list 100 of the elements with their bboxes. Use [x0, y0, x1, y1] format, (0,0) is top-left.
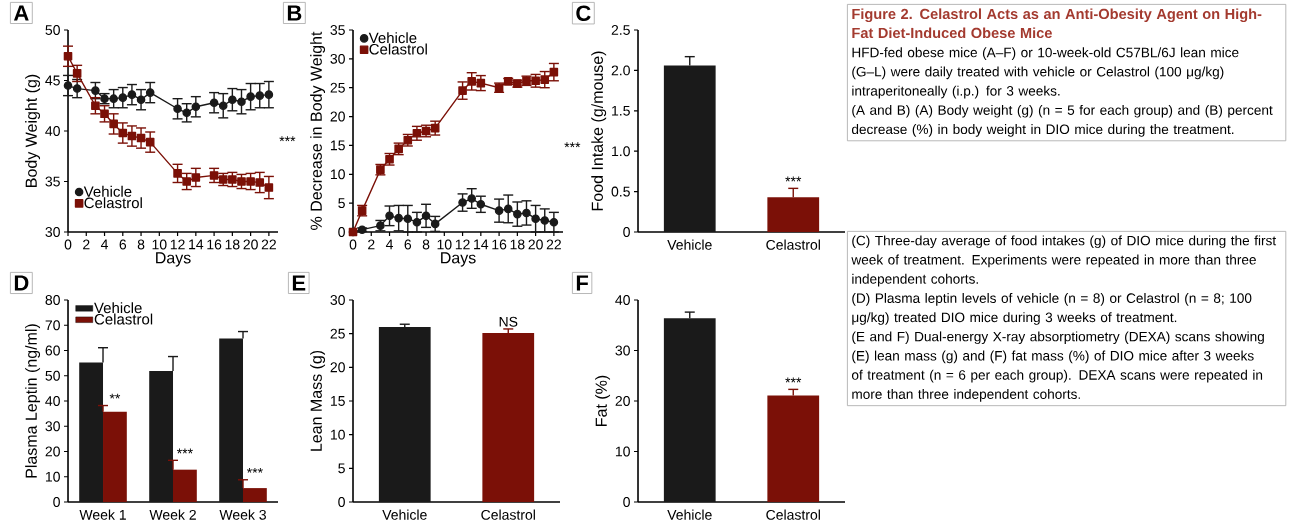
y-tick-label: 35: [45, 176, 60, 187]
y-tick-label: 1.0: [612, 146, 630, 157]
point: [127, 90, 137, 99]
x-tick-label: Celastrol: [766, 509, 820, 520]
y-axis-title: % Decrease in Body Weight: [310, 31, 326, 230]
x-tick-label: 18: [225, 239, 240, 250]
y-tick-label: 80: [45, 295, 60, 305]
point: [458, 86, 467, 95]
x-tick-label: 12: [455, 239, 470, 250]
y-tick-label: 25: [330, 328, 345, 339]
x-axis-title: Days: [156, 252, 191, 267]
point: [228, 95, 237, 104]
point: [63, 81, 73, 90]
y-axis-title: Plasma Leptin (ng/ml): [25, 324, 41, 478]
y-tick-label: 20: [615, 396, 630, 406]
y-tick-label: 10: [45, 471, 60, 482]
point: [218, 101, 228, 111]
point: [173, 169, 182, 178]
y-tick-label: 10: [330, 429, 345, 440]
point: [182, 108, 192, 118]
x-tick-label: 2: [368, 239, 375, 250]
y-axis-title: Lean Mass (g): [310, 350, 326, 451]
x-tick-label: 6: [119, 239, 127, 250]
x-tick-label: 6: [404, 239, 412, 250]
point: [182, 177, 192, 186]
point: [118, 93, 128, 102]
x-tick-label: 22: [261, 239, 276, 250]
point: [228, 175, 237, 184]
point: [403, 214, 413, 224]
y-tick-label: 15: [330, 396, 345, 406]
y-tick-label: 60: [45, 345, 60, 356]
chart-title: C: [576, 5, 591, 21]
y-tick-label: 10: [615, 446, 630, 457]
point: [522, 208, 531, 218]
y-tick-label: 70: [45, 320, 60, 331]
y-tick-label: 0: [338, 497, 345, 507]
y-tick-label: 25: [330, 82, 345, 93]
y-tick-label: 45: [45, 75, 60, 86]
x-tick-label: Week 2: [149, 509, 196, 520]
x-tick-label: 14: [474, 239, 489, 250]
point: [91, 86, 100, 95]
point: [394, 213, 403, 223]
point: [412, 129, 422, 138]
point: [540, 216, 550, 225]
y-tick-label: 15: [330, 140, 345, 151]
y-tick-label: 20: [45, 446, 60, 457]
point: [100, 109, 109, 119]
text: Figure 2. Celastrol Acts as an Anti-Obesity Agent on High-Fat Diet-Induced Obese Mice: [852, 8, 1262, 39]
point: [209, 171, 219, 180]
y-tick-label: 30: [615, 345, 630, 356]
x-tick-label: 14: [189, 239, 204, 250]
legend-label: Vehicle: [83, 185, 132, 197]
y-axis-title: Fat (%): [595, 375, 611, 426]
text: ***: [564, 142, 581, 148]
y-tick-label: 30: [330, 53, 345, 64]
x-tick-label: Vehicle: [667, 239, 712, 250]
point: [503, 204, 513, 214]
point: [255, 91, 265, 100]
point: [467, 194, 476, 203]
point: [209, 98, 219, 108]
point: [136, 95, 146, 104]
point: [191, 173, 201, 182]
y-tick-label: 40: [45, 126, 60, 136]
point: [91, 101, 100, 111]
x-tick-label: 18: [510, 239, 525, 250]
y-tick-label: 1.5: [612, 105, 630, 116]
y-tick-label: 0.5: [611, 186, 630, 197]
x-tick-label: 2: [83, 239, 90, 250]
point: [385, 211, 394, 221]
point: [237, 177, 246, 186]
y-tick-label: 20: [330, 362, 345, 373]
y-tick-label: 10: [330, 169, 345, 180]
y-tick-label: 2.5: [611, 25, 630, 35]
x-tick-label: 16: [492, 239, 507, 250]
y-tick-label: 50: [45, 370, 60, 381]
chart-title: F: [576, 275, 589, 291]
annotation: **: [109, 393, 121, 399]
x-axis-title: Days: [441, 252, 476, 267]
point: [467, 77, 476, 86]
point: [109, 119, 118, 129]
legend-label: Vehicle: [94, 302, 142, 314]
point: [237, 97, 246, 106]
legend-label: Vehicle: [368, 32, 417, 44]
y-tick-label: 0: [623, 497, 630, 507]
point: [72, 84, 82, 93]
point: [531, 214, 540, 224]
x-tick-label: Week 3: [219, 509, 266, 520]
point: [246, 177, 255, 186]
x-tick-label: 0: [64, 239, 72, 250]
y-tick-label: 5: [338, 198, 345, 209]
y-tick-label: 40: [615, 295, 630, 305]
y-axis-title: Body Weight (g): [25, 74, 41, 187]
x-tick-label: Celastrol: [481, 509, 535, 520]
point: [458, 198, 467, 207]
point: [63, 51, 73, 61]
point: [173, 104, 182, 114]
y-tick-label: 40: [45, 396, 60, 406]
legend-label: Celastrol: [369, 43, 427, 55]
x-tick-label: Vehicle: [382, 509, 427, 520]
point: [109, 94, 118, 103]
